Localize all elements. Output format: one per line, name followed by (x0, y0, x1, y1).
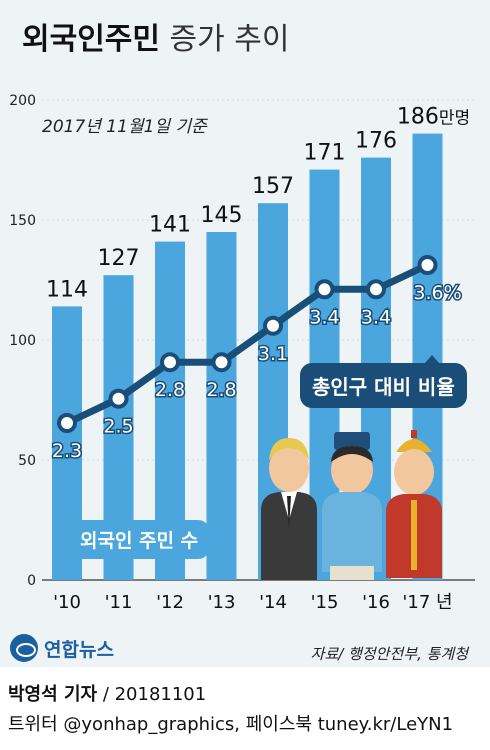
bar (206, 232, 237, 580)
logo-text: 연합뉴스 (44, 638, 114, 661)
chart-title: 외국인주민 증가 추이 (22, 14, 289, 58)
people-illustration (261, 430, 442, 580)
bar-value-label: 145 (201, 203, 243, 228)
ratio-value-label: 2.5 (103, 416, 133, 438)
bar-value-label: 127 (98, 246, 140, 271)
credit-line-2: 트위터 @yonhap_graphics, 페이스북 tuney.kr/LeYN… (8, 714, 454, 735)
ratio-badge: 총인구 대비 비율 (300, 355, 467, 408)
ratio-point (314, 279, 335, 300)
ratio-value-label: 3.1 (258, 343, 288, 365)
bar-value-label: 186만명 (397, 105, 470, 130)
logo-icon (10, 634, 38, 662)
x-tick-label: '12 (156, 592, 184, 613)
y-tick-label: 150 (9, 213, 36, 229)
x-tick-label: '17 년 (402, 592, 452, 613)
ratio-point (366, 279, 386, 300)
title-bold: 외국인주민 (22, 22, 160, 57)
source-note: 자료/ 행정안전부, 통계청 (310, 645, 468, 663)
ratio-value-label: 3.4 (361, 306, 391, 328)
person-suit-illustration (261, 438, 317, 580)
bar-value-label: 114 (46, 277, 88, 302)
yonhap-logo: 연합뉴스 (10, 634, 114, 662)
x-tick-label: '11 (105, 592, 133, 613)
x-tick-label: '16 (362, 592, 390, 613)
title-light: 증가 추이 (169, 22, 290, 57)
bar-value-label: 176 (355, 129, 397, 154)
y-tick-label: 0 (27, 573, 36, 589)
ratio-point (57, 413, 77, 433)
x-tick-label: '14 (259, 592, 287, 613)
ratio-value-label: 3.6% (413, 282, 461, 304)
person-red-illustration (386, 430, 442, 578)
bar-value-label: 171 (304, 141, 346, 166)
reporter-name: 박영석 기자 (8, 684, 98, 705)
ratio-point (211, 352, 232, 373)
y-tick-label: 100 (9, 333, 36, 349)
date-note: 2017년 11월1일 기준 (42, 117, 207, 137)
credit-line-1: 박영석 기자 / 20181101 (8, 680, 206, 706)
count-badge: 외국인 주민 수 (68, 520, 211, 559)
chart-panel: 외국인주민 증가 추이 2017년 11월1일 기준 0 50 100 150 200 … (0, 0, 490, 667)
bar-value-label: 141 (149, 213, 191, 238)
y-tick-label: 200 (9, 93, 36, 109)
bar-value-label: 157 (252, 174, 294, 199)
ratio-value-label: 3.4 (309, 306, 339, 328)
x-tick-label: '15 (311, 592, 339, 613)
ratio-point (417, 255, 438, 275)
ratio-point (263, 315, 283, 336)
ratio-point (160, 352, 180, 373)
ratio-value-label: 2.8 (155, 379, 185, 401)
ratio-value-label: 2.3 (52, 440, 82, 462)
x-tick-label: '10 (53, 592, 81, 613)
ratio-value-label: 2.8 (206, 379, 236, 401)
ratio-point (108, 388, 129, 409)
person-robe-illustration (322, 432, 382, 580)
y-tick-label: 50 (18, 453, 36, 469)
credit-date: / 20181101 (102, 684, 207, 705)
x-tick-label: '13 (208, 592, 236, 613)
bar-line-chart: 0 50 100 150 200 114 '10 127 '11 141 '12 145 '13 157… (9, 93, 475, 613)
